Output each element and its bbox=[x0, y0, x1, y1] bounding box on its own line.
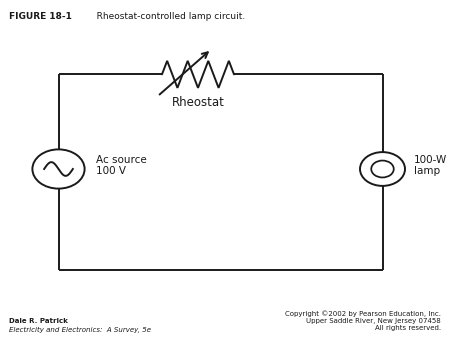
Text: Copyright ©2002 by Pearson Education, Inc.
Upper Saddle River, New Jersey 07458
: Copyright ©2002 by Pearson Education, In… bbox=[285, 311, 441, 331]
Circle shape bbox=[32, 149, 85, 189]
Text: Electricity and Electronics:  A Survey, 5e: Electricity and Electronics: A Survey, 5… bbox=[9, 327, 151, 333]
Text: Rheostat: Rheostat bbox=[171, 96, 225, 109]
Text: Dale R. Patrick: Dale R. Patrick bbox=[9, 318, 68, 324]
Text: 100-W
lamp: 100-W lamp bbox=[414, 155, 447, 176]
Circle shape bbox=[360, 152, 405, 186]
Text: Ac source
100 V: Ac source 100 V bbox=[96, 155, 147, 176]
Text: Rheostat-controlled lamp circuit.: Rheostat-controlled lamp circuit. bbox=[88, 12, 245, 21]
Text: FIGURE 18-1: FIGURE 18-1 bbox=[9, 12, 72, 21]
